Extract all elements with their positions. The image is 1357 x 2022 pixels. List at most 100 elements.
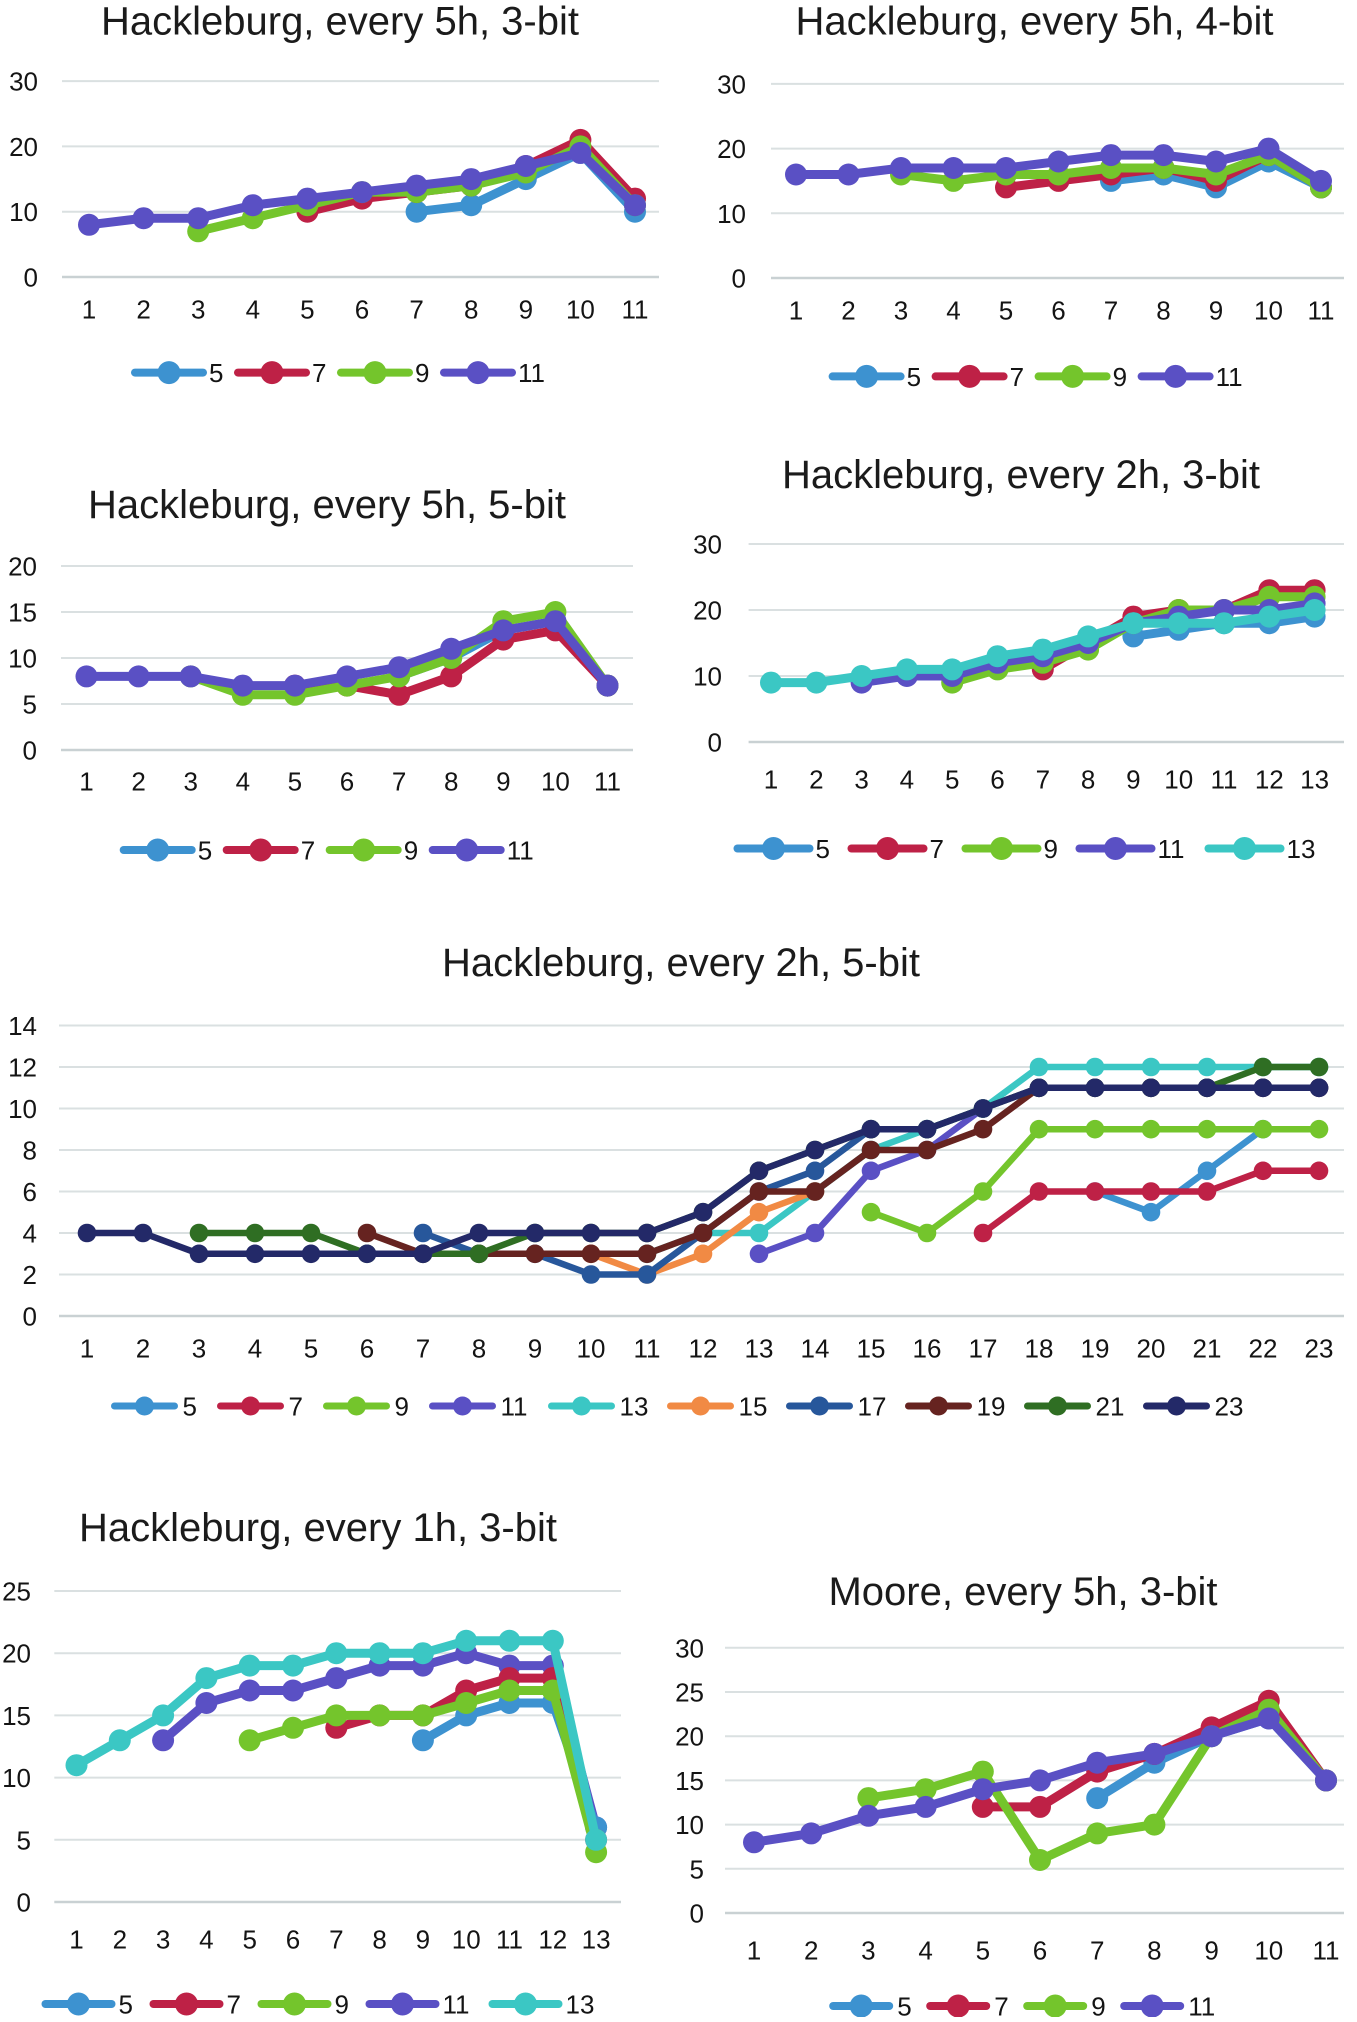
svg-text:14: 14: [8, 1011, 37, 1041]
svg-text:9: 9: [335, 1990, 349, 2018]
svg-text:3: 3: [192, 1334, 206, 1364]
svg-text:9: 9: [395, 1392, 409, 1422]
svg-text:9: 9: [1204, 1936, 1218, 1966]
svg-text:8: 8: [444, 767, 458, 797]
svg-text:2: 2: [131, 767, 145, 797]
svg-text:25: 25: [675, 1678, 704, 1708]
svg-text:4: 4: [236, 767, 250, 797]
svg-text:4: 4: [199, 1925, 213, 1955]
svg-text:9: 9: [1209, 296, 1223, 326]
svg-text:13: 13: [1300, 765, 1329, 795]
svg-text:6: 6: [1051, 296, 1065, 326]
svg-text:30: 30: [693, 530, 722, 560]
svg-text:6: 6: [1033, 1936, 1047, 1966]
svg-text:20: 20: [1137, 1334, 1166, 1364]
svg-text:7: 7: [416, 1334, 430, 1364]
svg-text:13: 13: [620, 1392, 649, 1422]
svg-text:11: 11: [501, 1392, 528, 1422]
svg-text:13: 13: [745, 1334, 774, 1364]
svg-text:6: 6: [360, 1334, 374, 1364]
svg-text:21: 21: [1096, 1392, 1125, 1422]
svg-text:9: 9: [1113, 362, 1127, 392]
svg-text:18: 18: [1025, 1334, 1054, 1364]
svg-text:11: 11: [1188, 1992, 1215, 2018]
svg-text:0: 0: [708, 728, 722, 758]
svg-text:10: 10: [9, 197, 38, 227]
svg-text:1: 1: [747, 1936, 761, 1966]
svg-text:10: 10: [1254, 1936, 1283, 1966]
svg-text:11: 11: [1308, 296, 1335, 326]
svg-text:30: 30: [717, 69, 746, 99]
svg-text:1: 1: [789, 296, 803, 326]
svg-text:2: 2: [136, 295, 150, 325]
svg-text:13: 13: [566, 1990, 595, 2018]
svg-text:19: 19: [977, 1392, 1006, 1422]
svg-text:5: 5: [907, 362, 921, 392]
svg-text:7: 7: [329, 1925, 343, 1955]
svg-text:7: 7: [994, 1992, 1008, 2018]
svg-text:8: 8: [1156, 296, 1170, 326]
svg-text:10: 10: [1164, 765, 1193, 795]
svg-text:10: 10: [577, 1334, 606, 1364]
svg-text:15: 15: [857, 1334, 886, 1364]
svg-text:1: 1: [80, 1334, 94, 1364]
svg-text:3: 3: [183, 767, 197, 797]
svg-text:11: 11: [443, 1990, 470, 2018]
svg-text:7: 7: [1090, 1936, 1104, 1966]
svg-text:7: 7: [930, 834, 944, 864]
svg-text:1: 1: [69, 1925, 83, 1955]
svg-text:6: 6: [990, 765, 1004, 795]
svg-text:10: 10: [675, 1810, 704, 1840]
svg-text:11: 11: [496, 1925, 523, 1955]
svg-text:5: 5: [17, 1825, 31, 1855]
svg-text:2: 2: [113, 1925, 127, 1955]
svg-text:20: 20: [9, 132, 38, 162]
svg-text:10: 10: [8, 1094, 37, 1124]
svg-text:11: 11: [622, 295, 649, 325]
svg-text:1: 1: [79, 767, 93, 797]
svg-text:Hackleburg, every 5h, 4-bit: Hackleburg, every 5h, 4-bit: [795, 0, 1273, 44]
svg-text:7: 7: [392, 767, 406, 797]
svg-text:11: 11: [594, 767, 621, 797]
svg-text:15: 15: [675, 1766, 704, 1796]
svg-text:12: 12: [538, 1925, 567, 1955]
svg-text:22: 22: [1249, 1334, 1278, 1364]
svg-text:5: 5: [897, 1992, 911, 2018]
svg-text:2: 2: [841, 296, 855, 326]
svg-text:20: 20: [675, 1722, 704, 1752]
svg-text:3: 3: [156, 1925, 170, 1955]
svg-text:23: 23: [1305, 1334, 1334, 1364]
svg-text:12: 12: [689, 1334, 718, 1364]
svg-text:8: 8: [1081, 765, 1095, 795]
svg-text:20: 20: [2, 1639, 31, 1669]
svg-text:11: 11: [1216, 362, 1243, 392]
svg-text:0: 0: [17, 1888, 31, 1918]
svg-text:15: 15: [8, 598, 37, 628]
svg-text:8: 8: [23, 1136, 37, 1166]
svg-text:9: 9: [496, 767, 510, 797]
svg-text:4: 4: [23, 1219, 37, 1249]
svg-text:1: 1: [82, 295, 96, 325]
svg-text:20: 20: [8, 552, 37, 582]
svg-text:6: 6: [340, 767, 354, 797]
svg-text:5: 5: [288, 767, 302, 797]
svg-text:4: 4: [918, 1936, 932, 1966]
svg-text:7: 7: [409, 295, 423, 325]
svg-text:0: 0: [23, 736, 37, 766]
svg-text:7: 7: [1104, 296, 1118, 326]
svg-text:9: 9: [1091, 1992, 1105, 2018]
svg-text:11: 11: [1158, 834, 1185, 864]
svg-text:6: 6: [355, 295, 369, 325]
svg-text:10: 10: [541, 767, 570, 797]
svg-text:Hackleburg, every 1h, 3-bit: Hackleburg, every 1h, 3-bit: [79, 1506, 557, 1550]
svg-text:8: 8: [1147, 1936, 1161, 1966]
svg-text:11: 11: [507, 836, 534, 866]
svg-text:11: 11: [1211, 765, 1238, 795]
svg-text:6: 6: [286, 1925, 300, 1955]
svg-text:11: 11: [634, 1334, 661, 1364]
svg-text:9: 9: [404, 836, 418, 866]
svg-text:5: 5: [304, 1334, 318, 1364]
svg-text:21: 21: [1193, 1334, 1222, 1364]
svg-text:Hackleburg, every 5h, 3-bit: Hackleburg, every 5h, 3-bit: [101, 0, 579, 44]
svg-text:4: 4: [248, 1334, 262, 1364]
